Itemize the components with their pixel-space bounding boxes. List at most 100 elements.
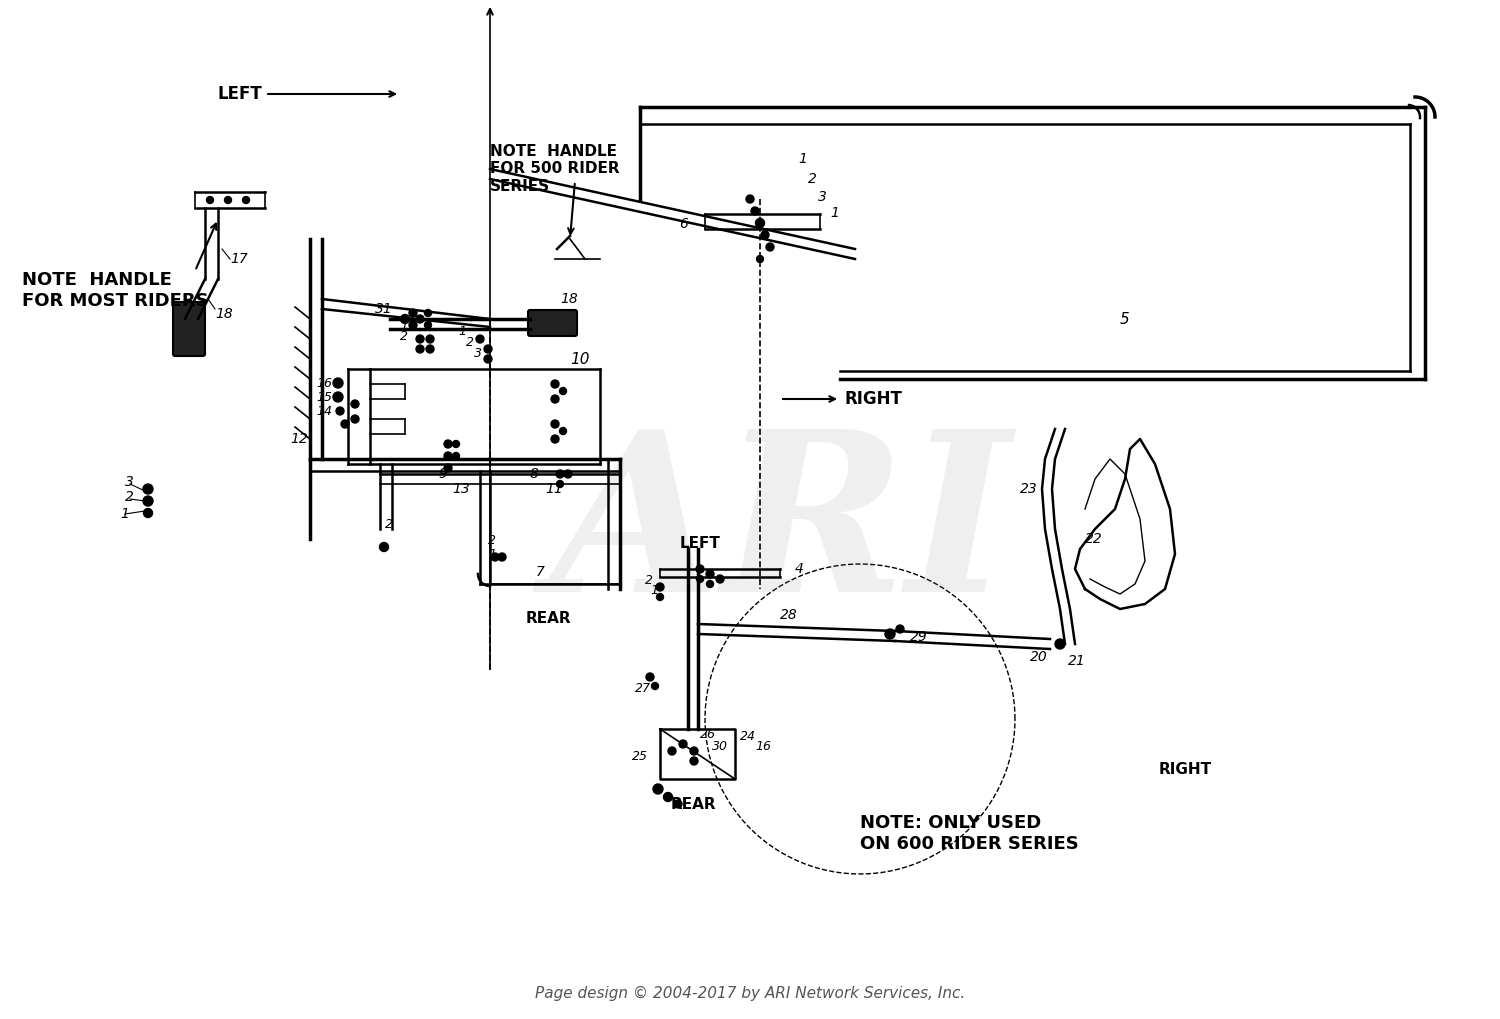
Text: 18: 18 bbox=[214, 307, 232, 321]
Circle shape bbox=[760, 231, 770, 239]
Circle shape bbox=[142, 496, 153, 506]
Text: 12: 12 bbox=[290, 432, 308, 446]
Circle shape bbox=[766, 243, 774, 251]
Circle shape bbox=[444, 464, 452, 472]
Circle shape bbox=[885, 629, 896, 639]
Circle shape bbox=[706, 581, 714, 588]
Circle shape bbox=[424, 310, 432, 317]
Text: 11: 11 bbox=[544, 482, 562, 496]
Text: 10: 10 bbox=[570, 352, 590, 367]
Circle shape bbox=[336, 407, 344, 415]
Circle shape bbox=[444, 452, 452, 460]
Circle shape bbox=[646, 673, 654, 681]
Text: 27: 27 bbox=[634, 683, 651, 696]
Circle shape bbox=[746, 195, 754, 203]
Circle shape bbox=[444, 440, 452, 448]
Circle shape bbox=[484, 345, 492, 353]
Circle shape bbox=[243, 197, 249, 204]
Text: NOTE: ONLY USED
ON 600 RIDER SERIES: NOTE: ONLY USED ON 600 RIDER SERIES bbox=[859, 814, 1078, 853]
Circle shape bbox=[410, 321, 417, 329]
Circle shape bbox=[333, 378, 344, 388]
Text: 22: 22 bbox=[1084, 532, 1102, 546]
Text: 14: 14 bbox=[316, 405, 332, 418]
Text: RIGHT: RIGHT bbox=[1158, 761, 1212, 776]
Text: 21: 21 bbox=[1068, 654, 1086, 668]
Circle shape bbox=[564, 470, 572, 478]
Text: 30: 30 bbox=[712, 741, 728, 753]
Circle shape bbox=[453, 440, 459, 447]
Text: 2: 2 bbox=[386, 518, 393, 531]
Circle shape bbox=[484, 355, 492, 363]
Text: 1: 1 bbox=[650, 585, 658, 597]
Text: NOTE  HANDLE
FOR 500 RIDER
SERIES: NOTE HANDLE FOR 500 RIDER SERIES bbox=[490, 144, 620, 194]
Text: 1: 1 bbox=[798, 152, 807, 166]
Text: 23: 23 bbox=[1020, 482, 1038, 496]
Text: 2: 2 bbox=[488, 535, 496, 547]
Text: 1: 1 bbox=[120, 507, 129, 521]
Circle shape bbox=[556, 470, 564, 478]
Text: Page design © 2004-2017 by ARI Network Services, Inc.: Page design © 2004-2017 by ARI Network S… bbox=[536, 986, 964, 1001]
Circle shape bbox=[426, 335, 433, 343]
Text: 3: 3 bbox=[474, 346, 482, 360]
Circle shape bbox=[651, 683, 658, 690]
Text: 25: 25 bbox=[632, 751, 648, 763]
Circle shape bbox=[207, 197, 213, 204]
FancyBboxPatch shape bbox=[172, 302, 206, 356]
Circle shape bbox=[142, 484, 153, 494]
Circle shape bbox=[410, 309, 417, 317]
Circle shape bbox=[680, 740, 687, 748]
Circle shape bbox=[453, 452, 459, 460]
Circle shape bbox=[351, 400, 358, 408]
Text: 1: 1 bbox=[400, 319, 408, 331]
FancyBboxPatch shape bbox=[528, 310, 578, 336]
Circle shape bbox=[752, 207, 759, 215]
Circle shape bbox=[416, 345, 424, 353]
Text: 31: 31 bbox=[375, 302, 393, 316]
Circle shape bbox=[340, 420, 350, 428]
Circle shape bbox=[498, 553, 506, 561]
Text: 8: 8 bbox=[530, 467, 538, 481]
Text: 2: 2 bbox=[808, 172, 818, 186]
Text: 26: 26 bbox=[700, 728, 715, 741]
Circle shape bbox=[1054, 639, 1065, 649]
Text: 2: 2 bbox=[645, 575, 652, 588]
Circle shape bbox=[560, 428, 567, 434]
Text: 29: 29 bbox=[910, 630, 927, 644]
Circle shape bbox=[380, 542, 388, 551]
Text: 16: 16 bbox=[316, 376, 332, 389]
Text: 20: 20 bbox=[1030, 650, 1047, 664]
Circle shape bbox=[560, 387, 567, 394]
Circle shape bbox=[490, 553, 500, 561]
Circle shape bbox=[550, 395, 560, 403]
Text: 24: 24 bbox=[740, 731, 756, 744]
Text: 15: 15 bbox=[316, 390, 332, 404]
Circle shape bbox=[556, 481, 564, 487]
Circle shape bbox=[416, 315, 424, 323]
Circle shape bbox=[696, 576, 703, 583]
Circle shape bbox=[144, 508, 153, 518]
Circle shape bbox=[550, 420, 560, 428]
Text: 9: 9 bbox=[438, 467, 447, 481]
Text: 18: 18 bbox=[560, 292, 578, 306]
Text: 3: 3 bbox=[818, 190, 827, 204]
Circle shape bbox=[652, 784, 663, 794]
Circle shape bbox=[696, 565, 703, 573]
Text: LEFT: LEFT bbox=[680, 536, 722, 551]
Text: RIGHT: RIGHT bbox=[844, 390, 903, 408]
Text: 1: 1 bbox=[830, 206, 839, 220]
Text: LEFT: LEFT bbox=[217, 85, 262, 103]
Circle shape bbox=[550, 435, 560, 443]
Circle shape bbox=[400, 315, 410, 323]
Text: 1: 1 bbox=[488, 547, 496, 560]
Text: 13: 13 bbox=[452, 482, 470, 496]
Circle shape bbox=[550, 380, 560, 388]
Text: 5: 5 bbox=[1120, 312, 1130, 326]
Circle shape bbox=[716, 575, 724, 583]
Circle shape bbox=[756, 256, 764, 263]
Text: 2: 2 bbox=[466, 335, 474, 348]
Circle shape bbox=[476, 335, 484, 343]
Text: 3: 3 bbox=[124, 475, 134, 489]
Text: 1: 1 bbox=[458, 324, 466, 337]
Text: 6: 6 bbox=[680, 217, 688, 231]
Text: 2: 2 bbox=[124, 490, 134, 504]
